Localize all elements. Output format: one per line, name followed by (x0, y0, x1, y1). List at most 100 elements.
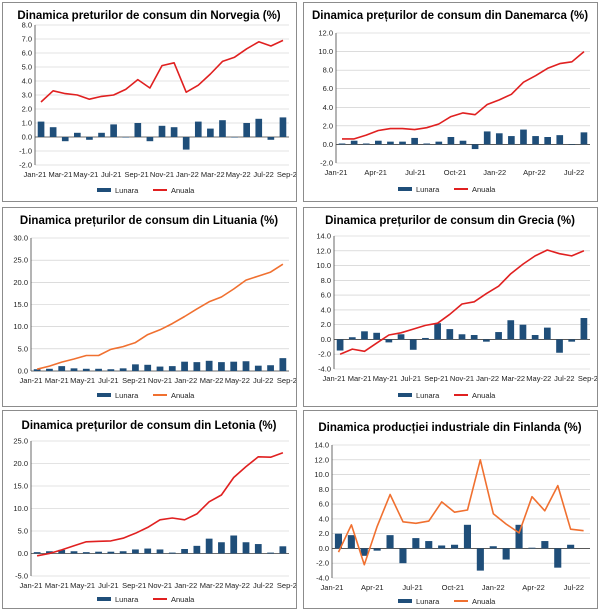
bar-lunara (58, 549, 66, 554)
bar-lunara (336, 339, 344, 351)
bar-lunara (254, 544, 262, 554)
bar-lunara (193, 362, 201, 371)
x-tick-label: Mar-22 (200, 581, 224, 590)
y-tick-label: 12.0 (316, 246, 331, 255)
bar-lunara (49, 127, 57, 137)
bar-lunara (567, 544, 575, 549)
y-tick-label: 6.0 (22, 49, 32, 58)
y-tick-label: 8.0 (321, 276, 331, 285)
y-tick-label: 10.0 (316, 261, 331, 270)
bar-lunara (218, 362, 225, 371)
bar-lunara (254, 365, 262, 371)
y-tick-label: -2.0 (316, 559, 329, 568)
bar-lunara (267, 552, 274, 554)
legend-bar-swatch (97, 188, 111, 192)
y-tick-label: 5.0 (18, 344, 28, 353)
chart-letonia: Dinamica prețurilor de consum din Letoni… (13, 420, 296, 604)
bar-lunara (144, 548, 152, 554)
x-tick-label: Oct-21 (444, 168, 467, 177)
bar-lunara (243, 123, 250, 137)
bar-lunara (515, 524, 523, 549)
bar-lunara (242, 542, 250, 554)
legend-line-label: Anuala (472, 391, 496, 400)
bar-lunara (144, 364, 152, 371)
legend-bar-label: Lunara (416, 391, 440, 400)
x-tick-label: Jan-21 (321, 583, 344, 592)
bar-lunara (231, 137, 238, 138)
y-tick-label: 3.0 (22, 91, 32, 100)
x-tick-label: Mar-21 (348, 374, 372, 383)
bar-lunara (168, 552, 176, 554)
bar-lunara (397, 334, 405, 340)
bar-lunara (107, 551, 115, 554)
y-tick-label: 2.0 (321, 320, 331, 329)
bar-lunara (348, 337, 356, 340)
x-tick-label: Jan-21 (325, 168, 348, 177)
x-tick-label: Jan-22 (174, 376, 197, 385)
bar-lunara (471, 144, 479, 150)
x-tick-label: Sep-21 (122, 376, 146, 385)
legend-bar-swatch (398, 599, 412, 603)
bar-lunara (33, 552, 41, 554)
bar-lunara (156, 549, 164, 554)
bar-lunara (181, 361, 188, 371)
bar-lunara (255, 118, 263, 137)
y-tick-label: 4.0 (22, 77, 32, 86)
x-tick-label: Sep-21 (125, 170, 149, 179)
x-tick-label: Mar-21 (49, 170, 73, 179)
y-tick-label: 25.0 (13, 437, 28, 446)
x-tick-label: Jan-22 (482, 583, 505, 592)
y-tick-label: 8.0 (319, 485, 329, 494)
bar-lunara (568, 339, 576, 342)
chart-panel-letonia: Dinamica prețurilor de consum din Letoni… (2, 410, 297, 609)
bar-lunara (168, 366, 176, 371)
bar-lunara (435, 141, 443, 145)
y-tick-label: 20.0 (13, 278, 28, 287)
bar-lunara (279, 117, 287, 137)
y-tick-label: -4.0 (316, 574, 329, 583)
x-tick-label: Jan-22 (483, 168, 506, 177)
x-tick-label: May-22 (225, 376, 250, 385)
bar-lunara (46, 368, 53, 371)
x-tick-label: Nov-21 (450, 374, 474, 383)
y-tick-label: 4.0 (319, 514, 329, 523)
bar-lunara (423, 143, 431, 145)
x-tick-label: Mar-22 (501, 374, 525, 383)
bar-lunara (508, 136, 515, 145)
bar-lunara (347, 535, 355, 549)
chart-finlanda: Dinamica producției industriale din Finl… (314, 422, 590, 606)
bar-lunara (119, 368, 127, 371)
bar-lunara (495, 133, 503, 145)
plot-area: -4.0 -2.0 0.0 2.0 4.0 6.0 8.0 10.0 12.0 14.0 Jan-2… (314, 441, 590, 592)
y-tick-label: 6.0 (321, 291, 331, 300)
y-tick-label: 20.0 (13, 459, 28, 468)
bar-lunara (411, 137, 418, 145)
y-tick-label: 7.0 (22, 35, 32, 44)
y-tick-label: 0.0 (22, 133, 32, 142)
x-tick-label: Sep-21 (122, 581, 146, 590)
chart-panel-lituania: Dinamica prețurilor de consum din Lituan… (2, 207, 297, 407)
x-tick-label: Sep-22 (578, 374, 597, 383)
bar-lunara (279, 546, 287, 554)
y-tick-label: 10.0 (314, 470, 329, 479)
bar-lunara (132, 364, 139, 371)
y-tick-label: 0.0 (319, 544, 329, 553)
bar-lunara (386, 535, 394, 549)
chart-title: Dinamica prețurilor de consum din Letoni… (22, 420, 277, 432)
bar-lunara (470, 335, 478, 340)
y-tick-label: 15.0 (13, 482, 28, 491)
bar-lunara (110, 124, 117, 137)
bar-lunara (387, 141, 394, 145)
legend-line-label: Anuala (171, 391, 195, 400)
bar-lunara (132, 549, 139, 554)
y-tick-label: 6.0 (323, 84, 333, 93)
bar-lunara (580, 132, 588, 145)
bar-lunara (158, 125, 166, 137)
bar-lunara (532, 136, 539, 145)
line-anuala (40, 39, 284, 103)
y-tick-label: 10.0 (13, 322, 28, 331)
bar-lunara (37, 121, 45, 137)
plot-area: -2.0 0.0 2.0 4.0 6.0 8.0 10.0 12.0 Jan-21 Apr-21 J… (318, 29, 590, 177)
bar-lunara (412, 538, 420, 549)
bar-lunara (580, 318, 588, 340)
